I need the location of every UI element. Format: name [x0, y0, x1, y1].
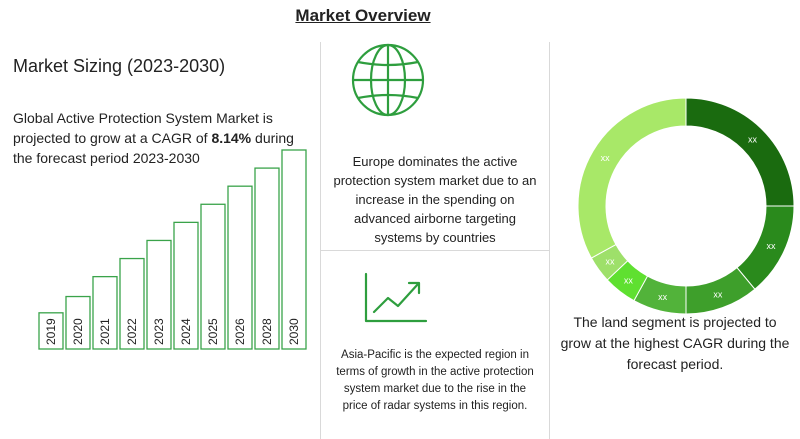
bar-2030 — [281, 149, 307, 350]
bar-2028 — [254, 167, 280, 350]
land-segment-description: The land segment is projected to grow at… — [560, 314, 790, 372]
sizing-text-post: during the forecast period 2023-2030 — [13, 130, 294, 166]
bar-2019 — [38, 312, 64, 350]
donut-label-4: xx — [658, 292, 668, 302]
cagr-value: 8.14% — [211, 130, 252, 146]
market-size-bar-chart: 2019 2020 2021 2022 2023 2024 2025 2026 2028 2030 — [38, 149, 307, 350]
divider-middle — [320, 250, 549, 251]
bar-label-2024: 2024 — [179, 318, 193, 345]
bar-label-2025: 2025 — [206, 318, 220, 345]
donut-label-1: xx — [748, 135, 758, 145]
donut-segment-2 — [736, 205, 795, 290]
sizing-text-pre: Global Active Protection System Market i… — [13, 110, 273, 146]
market-sizing-title: Market Sizing (2023-2030) — [13, 56, 226, 76]
globe-icon — [351, 43, 425, 117]
asia-pacific-description: Asia-Pacific is the expected region in t… — [336, 349, 534, 412]
market-sizing-text: Global Active Protection System Market i… — [13, 108, 313, 168]
bar-label-2026: 2026 — [233, 318, 247, 345]
bar-label-2020: 2020 — [71, 318, 85, 345]
bar-label-2028: 2028 — [260, 318, 274, 345]
bar-2025 — [200, 203, 226, 350]
divider-right — [549, 42, 550, 439]
bar-2026 — [227, 185, 253, 350]
bar-2021 — [92, 275, 118, 350]
bar-label-2030: 2030 — [287, 318, 301, 345]
divider-left — [320, 42, 321, 439]
bar-2022 — [119, 257, 145, 350]
donut-label-3: xx — [713, 289, 723, 299]
bar-2023 — [146, 239, 172, 350]
growth-chart-icon — [364, 272, 428, 323]
donut-label-2: xx — [767, 241, 777, 251]
europe-description: Europe dominates the active protection s… — [333, 154, 537, 245]
bar-label-2021: 2021 — [98, 318, 112, 345]
donut-segment-7 — [577, 97, 687, 259]
donut-label-5: xx — [624, 275, 634, 285]
donut-segment-1 — [685, 97, 795, 207]
donut-label-7: xx — [601, 153, 611, 163]
page-title: Market Overview — [295, 6, 431, 25]
bar-2024 — [173, 221, 199, 350]
bar-2020 — [65, 295, 91, 350]
bar-label-2019: 2019 — [44, 318, 58, 345]
bar-label-2023: 2023 — [152, 318, 166, 345]
donut-label-6: xx — [605, 256, 615, 266]
bar-label-2022: 2022 — [125, 318, 139, 345]
